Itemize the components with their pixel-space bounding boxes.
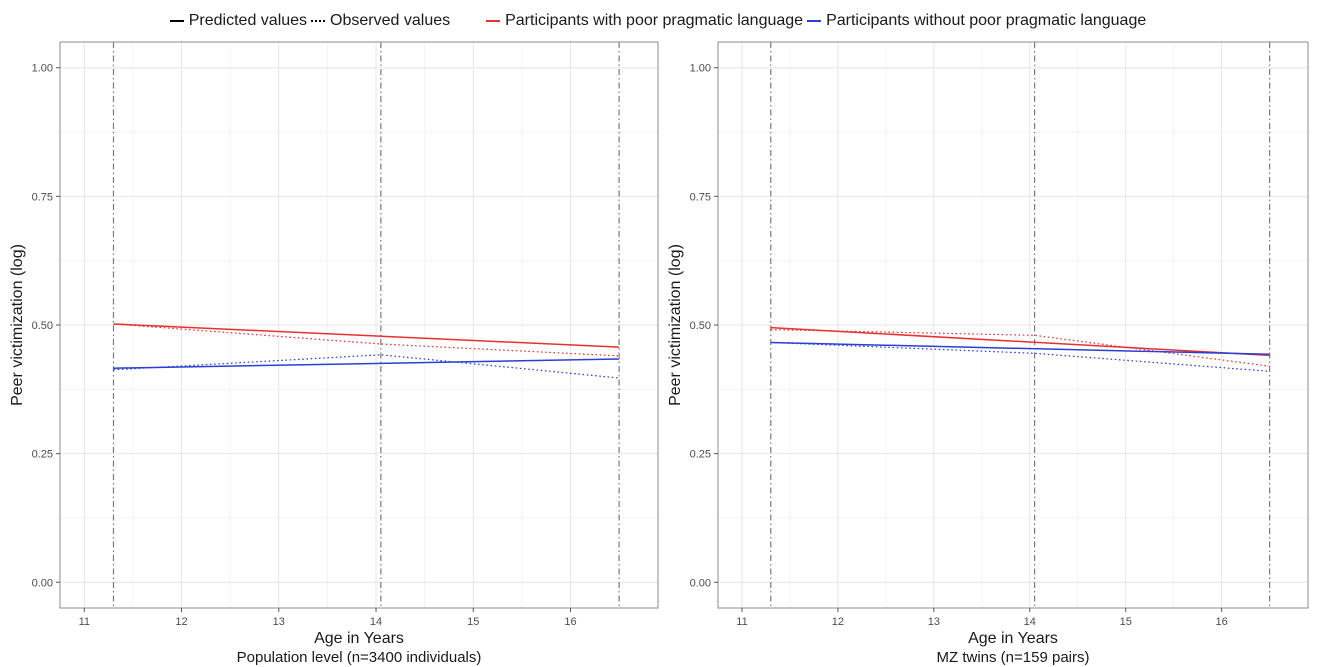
red-predicted-line [113, 323, 620, 348]
x-tick-label: 12 [832, 616, 844, 628]
x-tick-label: 16 [564, 616, 576, 628]
panel-caption: Population level (n=3400 individuals) [237, 649, 482, 666]
x-axis-title: Age in Years [314, 630, 404, 647]
chart-panel-1: 11 12 13 14 15 16 0.00 0.25 0.50 0.75 1.00 Age in Y… [9, 41, 659, 666]
x-tick-label: 15 [467, 616, 479, 628]
blue-observed-line [770, 341, 1270, 372]
legend-linetype-group: Predicted values Observed values [169, 12, 454, 30]
x-tick-label: 14 [1024, 616, 1036, 628]
x-tick-label: 13 [273, 616, 285, 628]
legend-key-blue [807, 20, 822, 22]
blue-predicted-line [113, 358, 620, 369]
chart-legend: Predicted values Observed values Partici… [0, 9, 1320, 33]
x-tick-label: 11 [79, 616, 90, 628]
y-tick-label: 0.25 [690, 449, 711, 461]
panel-caption: MZ twins (n=159 pairs) [937, 649, 1090, 666]
legend-label-poor-pragmatic: Participants with poor pragmatic languag… [505, 12, 804, 29]
blue-observed-line [113, 354, 620, 379]
x-tick-label: 13 [928, 616, 940, 628]
y-tick-label: 0.00 [32, 577, 53, 589]
y-tick-label: 0.75 [32, 191, 53, 203]
x-tick-label: 15 [1120, 616, 1132, 628]
blue-predicted-line [770, 341, 1270, 356]
y-tick-label: 0.25 [32, 449, 53, 461]
legend-item-without-poor-pragmatic: Participants without poor pragmatic lang… [807, 12, 1146, 30]
legend-label-predicted: Predicted values [188, 12, 308, 29]
y-tick-label: 0.50 [690, 320, 711, 332]
x-tick-label: 14 [370, 616, 382, 628]
y-tick-label: 1.00 [690, 63, 711, 75]
legend-key-dotted [311, 20, 326, 22]
legend-color-group: Participants with poor pragmatic languag… [486, 12, 1150, 30]
x-tick-label: 12 [175, 616, 187, 628]
chart-panel-2: 11 12 13 14 15 16 0.00 0.25 0.50 0.75 1.00 Age in Y… [667, 41, 1309, 666]
y-axis-title: Peer victimization (log) [667, 244, 684, 406]
x-tick-label: 16 [1216, 616, 1228, 628]
y-tick-label: 0.00 [690, 577, 711, 589]
y-tick-label: 0.50 [32, 320, 53, 332]
y-tick-label: 0.75 [690, 191, 711, 203]
legend-item-predicted: Predicted values [169, 12, 308, 30]
x-axis-title: Age in Years [968, 630, 1058, 647]
red-observed-line [113, 323, 620, 357]
red-predicted-line [770, 326, 1270, 357]
x-tick-label: 11 [736, 616, 747, 628]
legend-label-observed: Observed values [330, 12, 451, 29]
legend-key-solid [169, 20, 184, 22]
legend-item-observed: Observed values [311, 12, 450, 30]
legend-key-red [486, 20, 501, 22]
legend-label-without-poor-pragmatic: Participants without poor pragmatic lang… [826, 12, 1147, 29]
legend-item-poor-pragmatic: Participants with poor pragmatic languag… [486, 12, 803, 30]
y-tick-label: 1.00 [32, 63, 53, 75]
y-axis-title: Peer victimization (log) [9, 244, 26, 406]
